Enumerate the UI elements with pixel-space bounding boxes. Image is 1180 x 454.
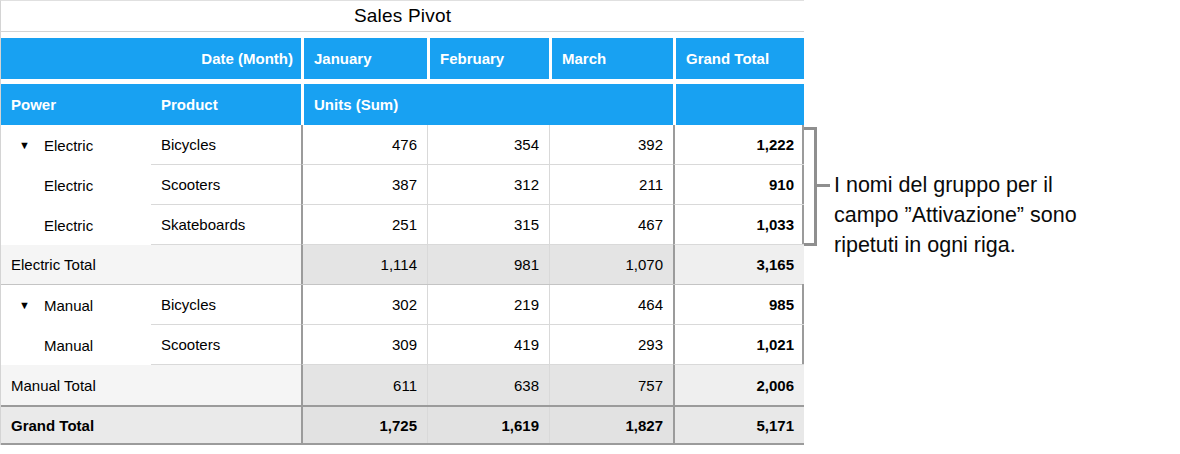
header-february[interactable]: February	[427, 38, 549, 79]
callout-bracket-bottom-arm	[804, 243, 817, 246]
value-cell-march[interactable]: 1,070	[549, 245, 673, 284]
value-cell-january[interactable]: 476	[301, 125, 427, 165]
header-january[interactable]: January	[301, 38, 427, 79]
value-cell-grand-total[interactable]: 1,021	[673, 325, 804, 365]
value-cell-january[interactable]: 302	[301, 285, 427, 325]
pivot-table: Sales Pivot Date (Month) January Februar…	[0, 0, 804, 445]
disclosure-triangle-icon[interactable]: ▼	[19, 299, 44, 311]
value-cell-grand-total[interactable]: 5,171	[673, 407, 804, 443]
callout-bracket-tick	[817, 184, 830, 187]
value-cell-grand-total[interactable]: 3,165	[673, 245, 804, 284]
value-cell-february[interactable]: 219	[427, 285, 549, 325]
value-cell-february[interactable]: 312	[427, 165, 549, 205]
product-cell[interactable]: Scooters	[151, 165, 301, 205]
power-cell[interactable]: Electric	[1, 165, 151, 205]
value-cell-march[interactable]: 757	[549, 365, 673, 405]
power-label: Manual	[44, 337, 93, 354]
product-cell[interactable]: Bicycles	[151, 125, 301, 165]
value-cell-march[interactable]: 467	[549, 205, 673, 245]
value-cell-february[interactable]: 354	[427, 125, 549, 165]
total-label-cell[interactable]: Manual Total	[1, 365, 301, 405]
power-label: Electric	[44, 217, 93, 234]
annotation-text: I nomi del gruppo per il campo ”Attivazi…	[834, 170, 1180, 260]
value-cell-february[interactable]: 638	[427, 365, 549, 405]
value-cell-march[interactable]: 1,827	[549, 407, 673, 443]
power-cell[interactable]: Electric	[1, 205, 151, 245]
header-power[interactable]: Power	[1, 84, 151, 125]
callout-bracket-top-arm	[804, 127, 817, 130]
table-row-manual-total: Manual Total 611 638 757 2,006	[1, 365, 802, 405]
value-cell-january[interactable]: 1,114	[301, 245, 427, 284]
value-cell-march[interactable]: 392	[549, 125, 673, 165]
value-cell-january[interactable]: 611	[301, 365, 427, 405]
total-label-cell[interactable]: Electric Total	[1, 245, 301, 284]
power-cell[interactable]: Manual	[1, 325, 151, 365]
product-cell[interactable]: Bicycles	[151, 285, 301, 325]
table-row-grand-total: Grand Total 1,725 1,619 1,827 5,171	[1, 405, 802, 445]
annotation-line: campo ”Attivazione” sono	[834, 200, 1180, 230]
value-cell-grand-total[interactable]: 1,033	[673, 205, 804, 245]
value-cell-january[interactable]: 309	[301, 325, 427, 365]
header-march[interactable]: March	[549, 38, 673, 79]
value-cell-march[interactable]: 293	[549, 325, 673, 365]
value-cell-march[interactable]: 464	[549, 285, 673, 325]
value-cell-february[interactable]: 315	[427, 205, 549, 245]
power-cell[interactable]: ▼ Electric	[1, 125, 151, 165]
table-row-manual-bicycles: ▼ Manual Bicycles 302 219 464 985	[1, 285, 802, 325]
header-row-fields: Power Product Units (Sum)	[1, 84, 804, 125]
value-cell-grand-total[interactable]: 1,222	[673, 125, 804, 165]
value-cell-february[interactable]: 419	[427, 325, 549, 365]
table-row-manual-scooters: Manual Scooters 309 419 293 1,021	[1, 325, 802, 365]
product-cell[interactable]: Skateboards	[151, 205, 301, 245]
table-row-electric-total: Electric Total 1,114 981 1,070 3,165	[1, 245, 802, 285]
value-cell-grand-total[interactable]: 985	[673, 285, 804, 325]
power-label: Electric	[44, 177, 93, 194]
value-cell-march[interactable]: 211	[549, 165, 673, 205]
value-cell-grand-total[interactable]: 2,006	[673, 365, 804, 405]
screenshot-root: Sales Pivot Date (Month) January Februar…	[0, 0, 1180, 454]
header-grand-total[interactable]: Grand Total	[673, 38, 804, 79]
annotation-line: I nomi del gruppo per il	[834, 170, 1180, 200]
value-cell-february[interactable]: 981	[427, 245, 549, 284]
table-row-electric-bicycles: ▼ Electric Bicycles 476 354 392 1,222	[1, 125, 802, 165]
table-row-electric-scooters: Electric Scooters 387 312 211 910	[1, 165, 802, 205]
table-title: Sales Pivot	[1, 1, 804, 32]
table-row-electric-skateboards: Electric Skateboards 251 315 467 1,033	[1, 205, 802, 245]
header-units-sum[interactable]: Units (Sum)	[301, 84, 673, 125]
power-cell[interactable]: ▼ Manual	[1, 285, 151, 325]
value-cell-january[interactable]: 387	[301, 165, 427, 205]
value-cell-january[interactable]: 1,725	[301, 407, 427, 443]
value-cell-grand-total[interactable]: 910	[673, 165, 804, 205]
table-body: ▼ Electric Bicycles 476 354 392 1,222 El…	[1, 125, 804, 445]
value-cell-february[interactable]: 1,619	[427, 407, 549, 443]
power-label: Electric	[44, 137, 93, 154]
header-row-months: Date (Month) January February March Gran…	[1, 38, 804, 79]
value-cell-january[interactable]: 251	[301, 205, 427, 245]
power-label: Manual	[44, 297, 93, 314]
header-product[interactable]: Product	[151, 84, 301, 125]
product-cell[interactable]: Scooters	[151, 325, 301, 365]
header-grand-total-spacer	[673, 84, 804, 125]
annotation-line: ripetuti in ogni riga.	[834, 230, 1180, 260]
disclosure-triangle-icon[interactable]: ▼	[19, 139, 44, 151]
total-label-cell[interactable]: Grand Total	[1, 407, 301, 443]
header-date-month[interactable]: Date (Month)	[1, 38, 301, 79]
